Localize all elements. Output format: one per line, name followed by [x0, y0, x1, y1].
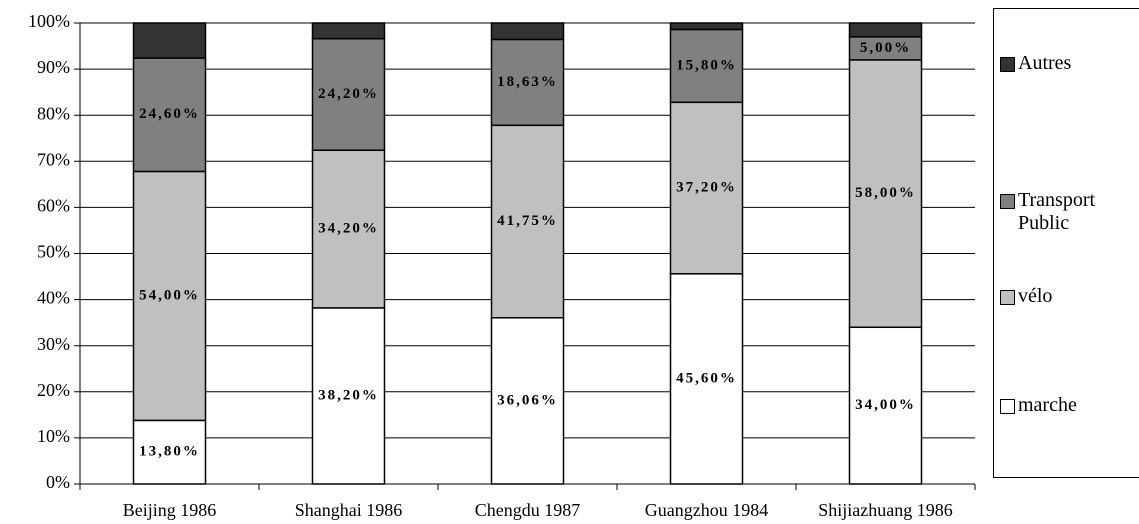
bar-segment: [311, 307, 386, 485]
bar-segment: [490, 38, 565, 127]
bar-segment: [848, 326, 923, 485]
legend-label: Autres: [1018, 52, 1072, 74]
legend-swatch: [1000, 194, 1015, 209]
data-label: 45,60%: [676, 370, 737, 386]
y-tick-label: 0%: [46, 472, 70, 492]
y-tick-label: 20%: [37, 380, 70, 400]
y-tick-label: 10%: [37, 426, 70, 446]
data-label: 41,75%: [497, 213, 558, 229]
data-label: 24,20%: [318, 86, 379, 102]
data-label: 36,06%: [497, 392, 558, 408]
bar-segment: [669, 22, 744, 31]
legend-label: Transport Public: [1018, 189, 1096, 234]
bar-segment: [311, 149, 386, 309]
y-tick-label: 30%: [37, 334, 70, 354]
data-label: 24,60%: [139, 106, 200, 122]
data-label: 34,20%: [318, 221, 379, 237]
x-tick-label: Beijing 1986: [123, 500, 217, 520]
bar-segment: [132, 22, 207, 59]
y-tick-label: 80%: [37, 103, 70, 123]
bar-segment: [669, 101, 744, 275]
chart: 0% 10% 20% 30% 40% 50% 60% 70% 80% 90% 100% Beijing…: [28, 11, 976, 520]
data-label: 54,00%: [139, 287, 200, 303]
data-label: 13,80%: [139, 444, 200, 460]
y-tick-label: 40%: [37, 288, 70, 308]
x-tick-label: Guangzhou 1984: [645, 500, 768, 520]
bar-segment: [490, 317, 565, 485]
legend-item: Transport Public: [1000, 189, 1139, 235]
data-label: 18,63%: [497, 74, 558, 90]
legend-label: vélo: [1018, 285, 1053, 307]
bar-segment: [311, 37, 386, 151]
bar-segment: [669, 273, 744, 485]
bar-segment: [669, 28, 744, 104]
data-label: 34,00%: [855, 397, 916, 413]
data-label: 38,20%: [318, 387, 379, 403]
y-tick-label: 60%: [37, 196, 70, 216]
bar-segment: [311, 22, 386, 40]
data-label: 37,20%: [676, 179, 737, 195]
bar-segment: [490, 124, 565, 319]
x-tick-label: Shanghai 1986: [295, 500, 403, 520]
legend-label: marche: [1018, 394, 1077, 416]
legend-swatch: [1000, 399, 1015, 414]
bar-segment: [848, 22, 923, 38]
x-tick-label: Shijiazhuang 1986: [818, 500, 952, 520]
y-tick-label: 90%: [37, 57, 70, 77]
bar-segment: [490, 22, 565, 41]
data-label: 15,80%: [676, 57, 737, 73]
legend: Autres Transport Public vélo marche: [993, 8, 1139, 478]
data-label: 5,00%: [860, 40, 911, 56]
y-tick-label: 100%: [28, 11, 70, 31]
legend-item: Autres: [1000, 52, 1139, 75]
y-tick-label: 50%: [37, 242, 70, 262]
legend-swatch: [1000, 57, 1015, 72]
legend-item: vélo: [1000, 285, 1139, 308]
legend-item: marche: [1000, 394, 1139, 417]
data-label: 58,00%: [855, 185, 916, 201]
x-tick-label: Chengdu 1987: [475, 500, 581, 520]
y-tick-label: 70%: [37, 149, 70, 169]
bar-segment: [848, 59, 923, 329]
legend-swatch: [1000, 290, 1015, 305]
